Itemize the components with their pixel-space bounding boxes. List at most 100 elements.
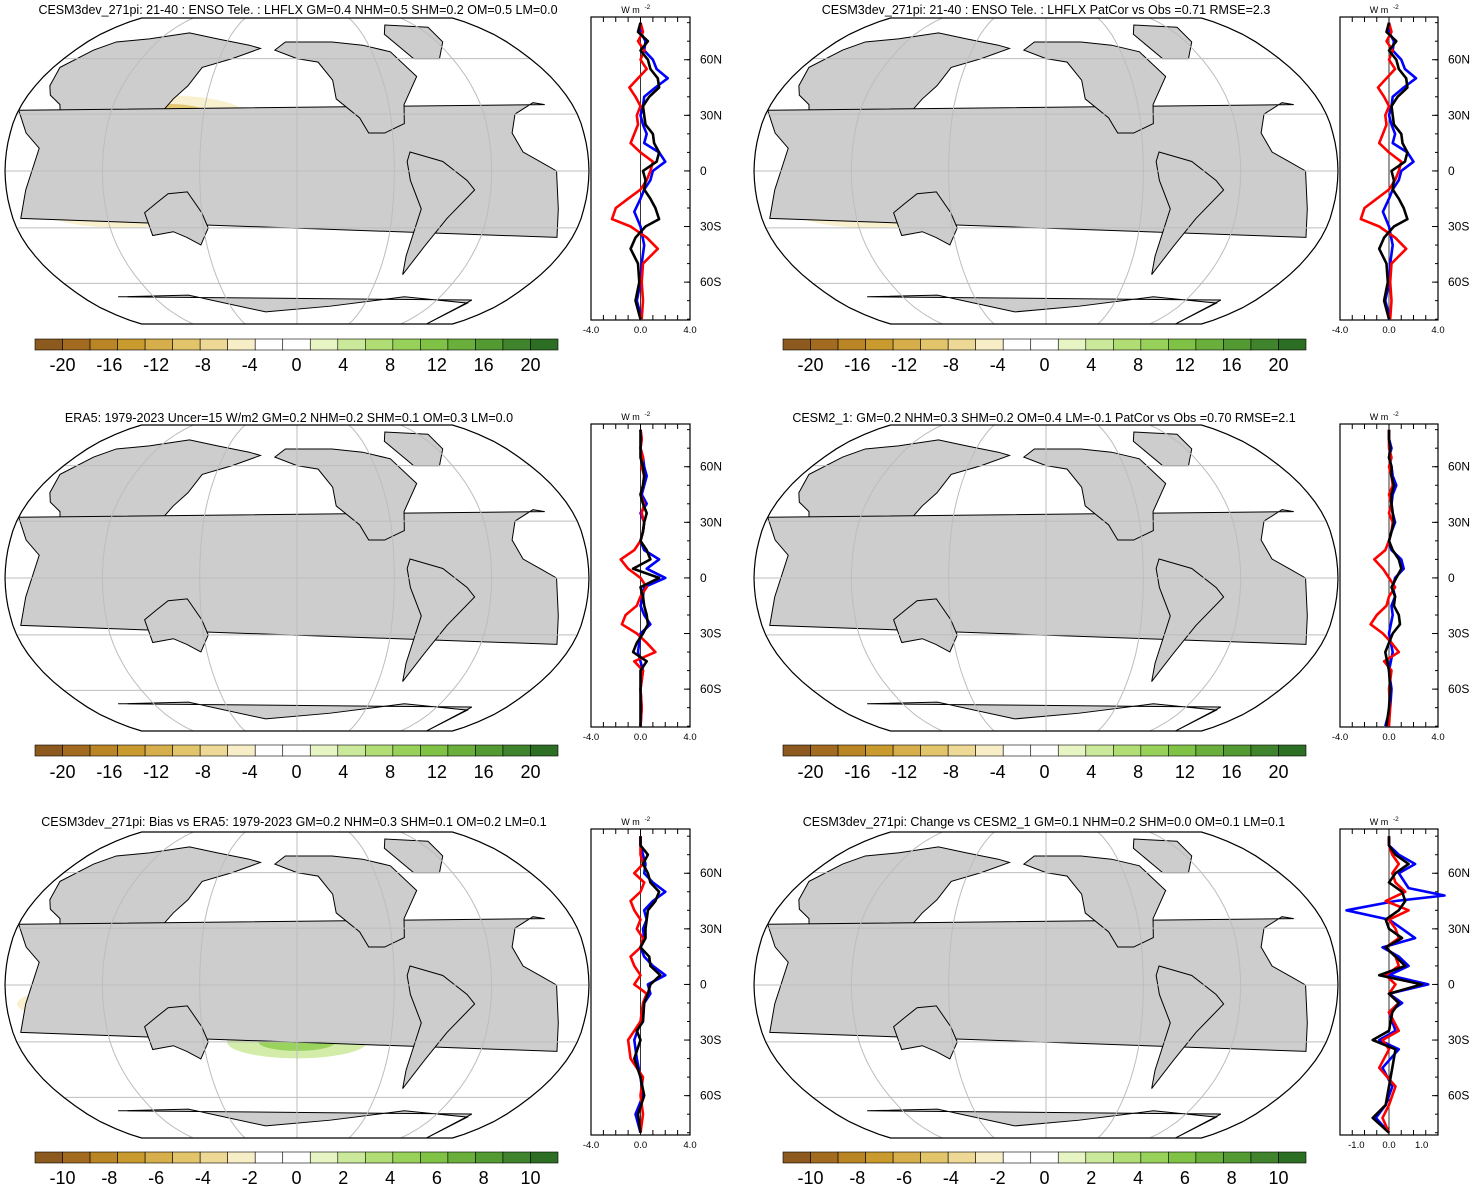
colorbar-label: -20: [798, 762, 824, 782]
colorbar-label: 0: [291, 1168, 301, 1187]
colorbar-label: -6: [896, 1168, 912, 1187]
panel-title: CESM3dev_271pi: 21-40 : ENSO Tele. : LHF…: [38, 3, 557, 17]
land-continent: [118, 294, 473, 324]
map-content: [754, 832, 1338, 1138]
land-continent: [767, 916, 1308, 1052]
colorbar-box: [782, 744, 811, 757]
colorbar-box: [365, 1151, 394, 1164]
units-label: W m: [1370, 5, 1389, 15]
lat-tick-label: 0: [1448, 571, 1455, 585]
colorbar-box: [365, 744, 394, 757]
graticule-meridian: [948, 832, 995, 1138]
colorbar-box: [117, 338, 146, 351]
map-border: [753, 831, 1339, 1139]
graticule-meridian: [1097, 425, 1144, 731]
colorbar-box: [1057, 338, 1087, 351]
lat-tick-label: 30N: [700, 515, 722, 529]
x-tick-label: -4.0: [583, 325, 599, 336]
lat-tick-label: 30N: [700, 108, 722, 122]
x-tick-label: 0.0: [634, 732, 647, 743]
graticule-meridian: [400, 18, 493, 324]
land-continent: [1022, 448, 1167, 541]
colorbar-box: [420, 744, 449, 757]
colorbar-box: [1002, 338, 1032, 351]
land-continent: [273, 41, 418, 134]
panel-bottom-left: CESM3dev_271pi: Bias vs ERA5: 1979-2023 …: [4, 815, 722, 1187]
zonal-series-observations: [619, 429, 657, 727]
graticule-meridian: [400, 832, 493, 1138]
colorbar-box: [1140, 338, 1169, 351]
colorbar-box: [920, 744, 949, 757]
colorbar-box: [892, 338, 921, 351]
graticule-meridian: [1149, 425, 1242, 731]
lat-tick-label: 30S: [1448, 627, 1469, 641]
land-continent: [18, 916, 559, 1052]
colorbar-box: [447, 1151, 476, 1164]
colorbar-box: [1085, 338, 1114, 351]
zonal-series-model: [1345, 836, 1446, 1134]
lat-tick-label: 30N: [1448, 515, 1470, 529]
land-continent: [18, 509, 559, 645]
lat-tick-label: 30S: [700, 1033, 721, 1047]
lat-tick-label: 30S: [1448, 1033, 1469, 1047]
colorbar-box: [89, 338, 118, 351]
colorbar-box: [199, 338, 228, 351]
colorbar-box: [34, 744, 63, 757]
colorbar-box: [254, 338, 284, 351]
colorbar-label: 8: [1133, 355, 1143, 375]
colorbar: -20 -16 -12 -8 -4 0 4 8 12 16 20: [34, 744, 559, 782]
graticule-meridian: [199, 832, 246, 1138]
colorbar-label: -20: [798, 355, 824, 375]
colorbar-box: [282, 744, 311, 757]
colorbar-box: [892, 744, 921, 757]
zonal-series-model-minus-obs: [633, 836, 662, 1133]
colorbar-box: [1223, 1151, 1252, 1164]
lat-tick-label: 60N: [700, 866, 722, 880]
lat-tick-label: 30N: [700, 922, 722, 936]
lat-tick-label: 0: [700, 977, 707, 991]
land-continent: [273, 855, 418, 948]
lat-tick-label: 60S: [1448, 275, 1469, 289]
x-tick-label: 0.0: [1382, 732, 1395, 743]
graticule-meridian: [400, 425, 493, 731]
land-continent: [767, 509, 1308, 645]
land-continent: [402, 151, 476, 275]
colorbar-box: [337, 338, 366, 351]
colorbar-box: [947, 744, 976, 757]
units-label: W m: [1370, 412, 1389, 422]
colorbar-box: [337, 744, 366, 757]
zonal-series-observations: [626, 836, 648, 1133]
colorbar: -10 -8 -6 -4 -2 0 2 4 6 8 10: [34, 1151, 559, 1187]
graticule-meridian: [101, 18, 194, 324]
x-tick-label: -4.0: [1332, 732, 1348, 743]
graticule-meridian: [948, 18, 995, 324]
world-map: [753, 17, 1339, 325]
colorbar-box: [1057, 1151, 1087, 1164]
panel-title: CESM3dev_271pi: Change vs CESM2_1 GM=0.1…: [803, 815, 1286, 829]
zonal-series-observations: [1359, 22, 1408, 320]
colorbar-box: [1002, 1151, 1032, 1164]
colorbar-box: [810, 744, 839, 757]
colorbar-box: [447, 744, 476, 757]
colorbar-box: [865, 1151, 894, 1164]
x-tick-label: 4.0: [683, 325, 696, 336]
colorbar-box: [502, 1151, 531, 1164]
x-tick-label: -4.0: [583, 1140, 599, 1151]
colorbar-box: [1113, 1151, 1142, 1164]
colorbar-box: [1140, 1151, 1169, 1164]
lat-tick-label: 0: [1448, 164, 1455, 178]
colorbar-box: [420, 338, 449, 351]
units-label: W m: [621, 5, 640, 15]
colorbar-box: [1085, 744, 1114, 757]
panel-bottom-right: CESM3dev_271pi: Change vs CESM2_1 GM=0.1…: [753, 815, 1470, 1187]
map-border: [753, 424, 1339, 732]
colorbar-label: 20: [520, 355, 540, 375]
colorbar-box: [172, 1151, 201, 1164]
colorbar-label: 2: [1086, 1168, 1096, 1187]
graticule-meridian: [101, 832, 194, 1138]
lat-tick-label: 30S: [700, 627, 721, 641]
colorbar-label: 16: [474, 762, 494, 782]
colorbar-box: [810, 1151, 839, 1164]
land-continent: [1151, 558, 1225, 682]
colorbar-label: -8: [943, 355, 959, 375]
